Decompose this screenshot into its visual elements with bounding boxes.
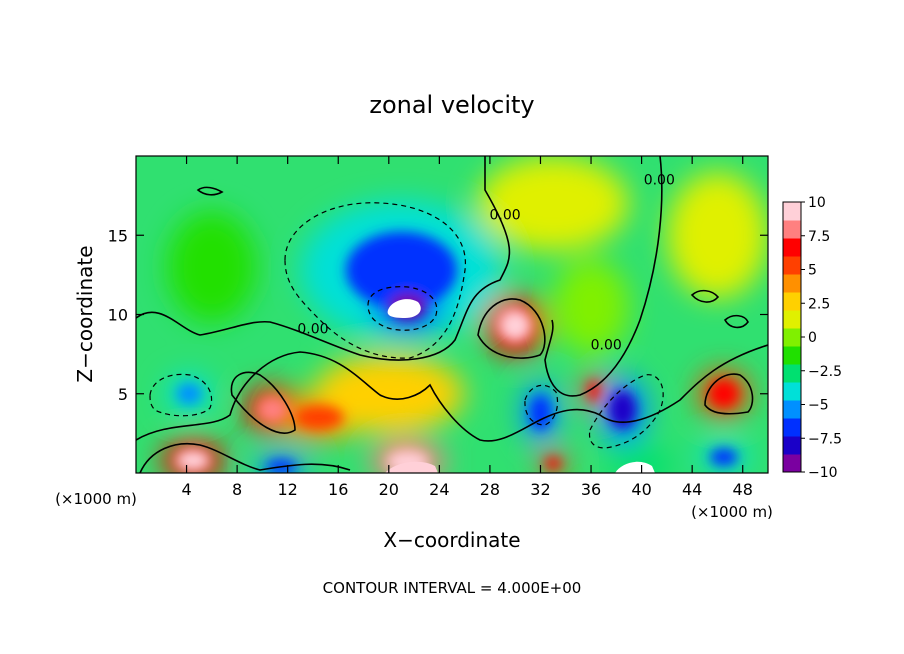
neg-contour-vortex-outer	[284, 202, 466, 359]
x-tick-label: 28	[480, 480, 500, 499]
contour-label: 0.00	[490, 207, 521, 223]
x-tick-label: 48	[733, 480, 753, 499]
neg-contour-mid-blue	[524, 384, 559, 426]
bottom-core-white-right	[615, 461, 655, 473]
zero-contour-lower	[136, 344, 768, 442]
x-axis-label: X−coordinate	[383, 528, 520, 552]
y-tick-label: 10	[108, 306, 128, 325]
colorbar-tick-label: −10	[808, 465, 838, 481]
colorbar-tick-label: −2.5	[808, 364, 842, 380]
field-blob-core	[294, 405, 344, 430]
field-blob-core	[498, 309, 532, 343]
contour-label: 0.00	[644, 173, 675, 189]
colorbar-tick-label: 5	[808, 263, 817, 279]
x-tick-label: 16	[328, 480, 348, 499]
bottom-core-white-left	[385, 461, 438, 473]
colorbar-tick-label: 7.5	[808, 229, 830, 245]
colorbar-segment	[783, 454, 801, 473]
x-tick-label: 40	[631, 480, 651, 499]
x-tick-label: 44	[682, 480, 702, 499]
field-blob-core	[709, 380, 738, 407]
colorbar-segment	[783, 274, 801, 293]
zero-contour-bottom	[139, 443, 351, 473]
contour-labels: 0.00 0.00 0.00 0.00	[297, 173, 675, 354]
field-blob-core	[345, 231, 458, 309]
colorbar-segment	[783, 346, 801, 365]
x-tick-label: 4	[181, 480, 191, 499]
x-tick-label: 8	[232, 480, 242, 499]
x-unit-label: (×1000 m)	[691, 503, 773, 521]
chart-title: zonal velocity	[369, 91, 534, 119]
zero-contour-right	[544, 156, 663, 397]
vortex-core-white	[387, 299, 421, 318]
y-unit-label: (×1000 m)	[55, 490, 137, 508]
colorbar-tick-label: −7.5	[808, 431, 842, 447]
contour-label: 0.00	[591, 337, 622, 353]
colorbar-segment	[783, 364, 801, 383]
zero-contour-main	[136, 156, 511, 361]
zero-contour-left-red	[230, 371, 296, 434]
zero-contours	[136, 156, 768, 473]
neg-contour-right-blue	[588, 374, 664, 449]
negative-contours	[149, 202, 664, 449]
colorbar-segment	[783, 310, 801, 329]
x-tick-label: 32	[530, 480, 550, 499]
zero-contour-small-right2	[723, 314, 749, 329]
neg-contour-vortex-inner	[367, 286, 438, 331]
field-blob-core	[709, 448, 738, 466]
colorbar-segment	[783, 256, 801, 275]
field-blob-core	[257, 396, 288, 423]
field-blob-core	[544, 457, 562, 470]
field-blob-core	[530, 395, 551, 431]
field-blob-core	[176, 383, 202, 405]
colorbar-segment	[783, 436, 801, 455]
field-blob	[477, 156, 629, 252]
colorbar-tick-label: 2.5	[808, 296, 830, 312]
colorbar-segment	[783, 418, 801, 437]
colorbar-segment	[783, 292, 801, 311]
contour-interval-footer: CONTOUR INTERVAL = 4.000E+00	[323, 579, 582, 597]
x-tick-label: 36	[581, 480, 601, 499]
x-tick-label: 20	[379, 480, 399, 499]
zero-contour-small-top	[196, 186, 224, 196]
colorbar: 10 7.5 5 2.5 0 −2.5 −5 −7.5 −10	[782, 195, 842, 481]
field-blob	[312, 354, 465, 434]
colorbar-segment	[783, 238, 801, 257]
colorbar-segment	[783, 400, 801, 419]
colorbar-segment	[783, 202, 801, 221]
contour-label: 0.00	[297, 322, 328, 338]
y-tick-label: 5	[118, 385, 128, 404]
zero-contour-red-blob	[477, 298, 546, 359]
x-tick-label: 12	[278, 480, 298, 499]
x-axis: 4 8 12 16 20 24 28 32 36 40 44 48	[181, 156, 753, 499]
field-blob	[167, 211, 257, 323]
colorbar-segment	[783, 220, 801, 239]
x-tick-label: 24	[429, 480, 449, 499]
plot-area: 0.00 0.00 0.00 0.00	[136, 156, 768, 473]
colorbar-segment	[783, 328, 801, 347]
field-blob	[553, 259, 629, 355]
zero-contour-right-red	[704, 373, 754, 415]
zero-contour-small-right	[690, 289, 720, 303]
colorbar-tick-label: 10	[808, 195, 826, 211]
y-axis: 5 10 15	[108, 226, 768, 404]
field-blob	[666, 171, 768, 299]
field-blob-core	[608, 390, 637, 429]
y-axis-label: Z−coordinate	[73, 245, 97, 382]
colorbar-segment	[783, 382, 801, 401]
colorbar-tick-label: −5	[808, 398, 829, 414]
y-tick-label: 15	[108, 226, 128, 245]
colorbar-tick-label: 0	[808, 330, 817, 346]
neg-contour-left-blue	[149, 373, 213, 417]
field-blob-core	[175, 448, 211, 472]
